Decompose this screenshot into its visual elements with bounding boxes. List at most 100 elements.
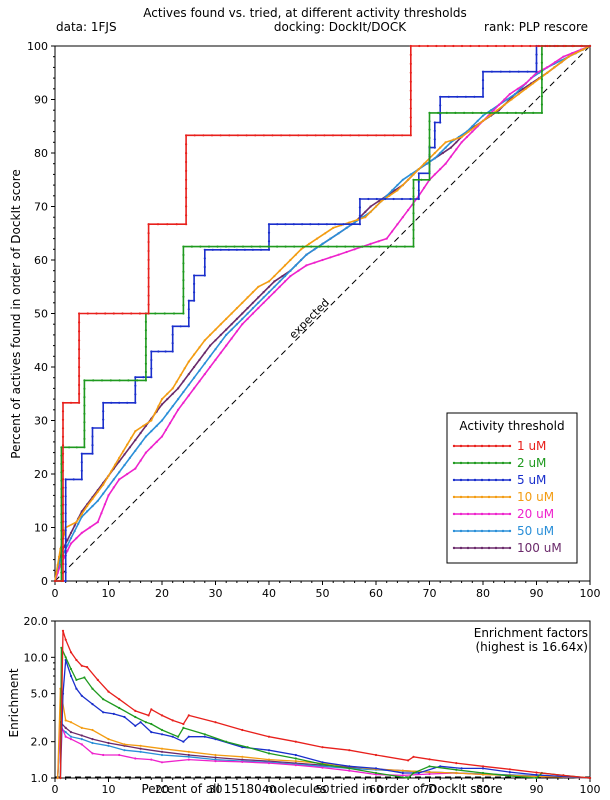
enrichment-point-1-um (75, 658, 78, 662)
data-point-1-um (185, 223, 188, 226)
data-point-20-um (203, 373, 206, 376)
data-point-2-um (182, 287, 185, 290)
data-point-5-um (179, 325, 182, 328)
data-point-20-um (168, 422, 172, 425)
data-point-2-um (497, 111, 500, 114)
data-point-10-um (126, 443, 129, 446)
enrichment-point-20-um (401, 774, 404, 777)
data-point-100-um (235, 317, 238, 320)
data-point-5-um (325, 223, 328, 226)
enrichment-point-1-um (428, 758, 431, 761)
data-point-10-um (86, 505, 89, 508)
data-point-2-um (182, 253, 185, 257)
data-point-2-um (428, 178, 431, 181)
enrichment-point-50-um (69, 735, 73, 738)
data-point-5-um (433, 121, 436, 124)
enrichment-point-20-um (102, 753, 105, 757)
data-point-2-um (437, 111, 440, 114)
enrichment-point-2-um (407, 776, 410, 780)
data-point-20-um (193, 387, 196, 390)
data-point-100-um (225, 328, 228, 331)
data-point-5-um (433, 138, 436, 141)
data-point-50-um (107, 485, 110, 488)
data-point-2-um (144, 345, 147, 348)
legend-swatch-marker (473, 512, 477, 516)
enrichment-point-50-um (123, 749, 126, 752)
bottom-x-tick-label: 70 (423, 783, 437, 796)
data-point-100-um (160, 403, 164, 406)
data-point-1-um (61, 529, 65, 532)
enrichment-point-1-um (267, 735, 271, 738)
data-point-50-um (171, 405, 174, 408)
data-point-2-um (83, 412, 86, 415)
data-point-1-um (571, 44, 575, 48)
enrichment-point-20-um (348, 769, 351, 772)
enrichment-point-5-um (417, 771, 420, 775)
legend-swatch-marker (452, 495, 456, 499)
data-point-5-um (64, 563, 67, 566)
data-point-20-um (160, 435, 164, 438)
enrichment-point-2-um (535, 776, 538, 780)
data-point-20-um (391, 230, 394, 233)
data-point-50-um (219, 340, 222, 344)
data-point-1-um (245, 134, 248, 137)
enrichment-point-5-um (401, 771, 404, 775)
data-point-5-um (134, 393, 137, 396)
enrichment-point-5-um (481, 767, 485, 770)
enrichment-point-10-um (187, 750, 190, 753)
legend-swatch-marker (452, 444, 456, 448)
data-point-2-um (83, 387, 86, 390)
enrichment-point-20-um (160, 761, 164, 764)
data-point-1-um (409, 134, 412, 137)
data-point-20-um (107, 494, 110, 497)
data-point-10-um (401, 184, 404, 187)
enrichment-point-10-um (401, 769, 404, 772)
data-point-10-um (134, 430, 137, 433)
enrichment-point-1-um (562, 774, 565, 777)
legend: Activity threshold 1 uM 2 uM 5 uM 10 uM 20 u… (446, 412, 578, 564)
data-point-5-um (203, 265, 206, 269)
data-point-100-um (369, 205, 372, 208)
data-point-10-um (278, 269, 281, 272)
data-point-10-um (166, 392, 169, 395)
data-point-10-um (56, 563, 59, 567)
enrichment-point-20-um (267, 762, 271, 765)
data-point-10-um (175, 380, 178, 383)
data-point-20-um (465, 135, 468, 139)
data-point-5-um (409, 197, 412, 201)
data-point-20-um (150, 446, 153, 449)
data-point-50-um (150, 430, 153, 433)
top-x-tick-label: 80 (476, 587, 490, 600)
data-point-1-um (104, 312, 107, 315)
enrichment-point-20-um (214, 760, 217, 763)
data-point-20-um (134, 467, 137, 470)
data-point-5-um (267, 223, 271, 226)
data-point-20-um (423, 186, 426, 189)
data-point-2-um (318, 245, 321, 248)
data-point-50-um (209, 355, 212, 358)
data-point-50-um (230, 328, 233, 331)
data-point-20-um (103, 503, 106, 506)
data-point-1-um (61, 520, 65, 523)
data-point-1-um (147, 223, 150, 226)
data-point-1-um (61, 546, 65, 549)
data-point-2-um (60, 454, 63, 457)
data-point-50-um (300, 258, 303, 262)
data-point-2-um (60, 513, 63, 516)
enrichment-point-10-um (69, 721, 73, 724)
enrichment-point-2-um (177, 735, 180, 738)
enrichment-point-1-um (348, 749, 351, 752)
legend-swatch-marker (466, 546, 470, 550)
data-point-10-um (356, 218, 359, 221)
data-point-5-um (157, 350, 160, 353)
data-point-5-um (358, 206, 361, 209)
enrichment-point-1-um (69, 651, 73, 654)
data-point-1-um (409, 80, 412, 83)
data-point-20-um (126, 472, 129, 476)
data-point-50-um (489, 109, 493, 112)
data-point-50-um (187, 383, 190, 386)
data-point-5-um (481, 79, 485, 82)
data-point-20-um (571, 52, 574, 55)
data-point-20-um (241, 323, 244, 326)
top-y-tick-label: 50 (34, 308, 48, 321)
